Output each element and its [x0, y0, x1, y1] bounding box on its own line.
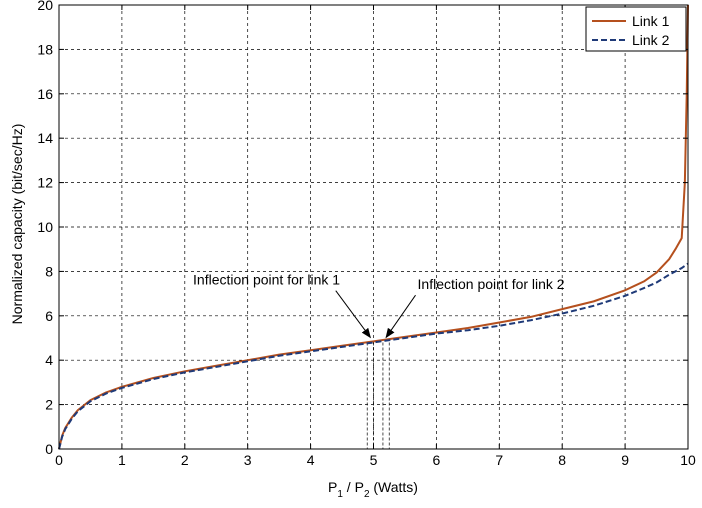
y-tick-label: 0 [45, 441, 53, 457]
annotations: Inflection point for link 1 Inflection po… [193, 272, 565, 339]
x-tick-label: 8 [558, 452, 566, 468]
x-tick-label: 3 [244, 452, 252, 468]
legend-box [585, 6, 687, 52]
vertical-markers [366, 342, 390, 449]
annotation-arrow-1 [335, 290, 371, 339]
annotation-label-2: Inflection point for link 2 [418, 276, 565, 292]
x-tick-label: 5 [370, 452, 378, 468]
y-tick-label: 16 [37, 86, 53, 102]
x-axis-label-sub1: 1 [337, 489, 343, 500]
y-tick-label: 20 [37, 0, 53, 13]
series-layer [58, 4, 689, 450]
annotation-label-1: Inflection point for link 1 [193, 272, 340, 288]
y-tick-label: 12 [37, 175, 53, 191]
x-axis-label: P1 / P2 (Watts) [328, 479, 418, 500]
annotation-arrow-2 [385, 294, 416, 339]
x-axis-label-sep: / P [343, 479, 364, 495]
legend-label-1: Link 1 [632, 13, 670, 29]
x-axis-label-p1: P [328, 479, 337, 495]
series-line-2 [58, 262, 689, 450]
y-tick-label: 18 [37, 41, 53, 57]
x-tick-label: 1 [118, 452, 126, 468]
y-tick-label: 2 [45, 397, 53, 413]
y-tick-label: 8 [45, 263, 53, 279]
x-tick-label: 0 [55, 452, 63, 468]
y-tick-label: 4 [45, 352, 53, 368]
x-tick-label: 9 [621, 452, 629, 468]
y-tick-label: 10 [37, 219, 53, 235]
x-tick-label: 2 [181, 452, 189, 468]
y-tick-label: 6 [45, 308, 53, 324]
y-tick-label: 14 [37, 130, 53, 146]
x-tick-label: 4 [307, 452, 315, 468]
x-tick-label: 6 [433, 452, 441, 468]
series-line-1 [58, 4, 689, 450]
x-tick-label: 10 [680, 452, 696, 468]
y-axis-label: Normalized capacity (bit/sec/Hz) [9, 124, 25, 325]
grid-lines [59, 5, 688, 449]
legend-label-2: Link 2 [632, 32, 670, 48]
x-tick-label: 7 [495, 452, 503, 468]
legend: Link 1 Link 2 [585, 6, 687, 52]
x-axis-label-suffix: (Watts) [370, 479, 418, 495]
x-axis-label-sub2: 2 [364, 489, 370, 500]
